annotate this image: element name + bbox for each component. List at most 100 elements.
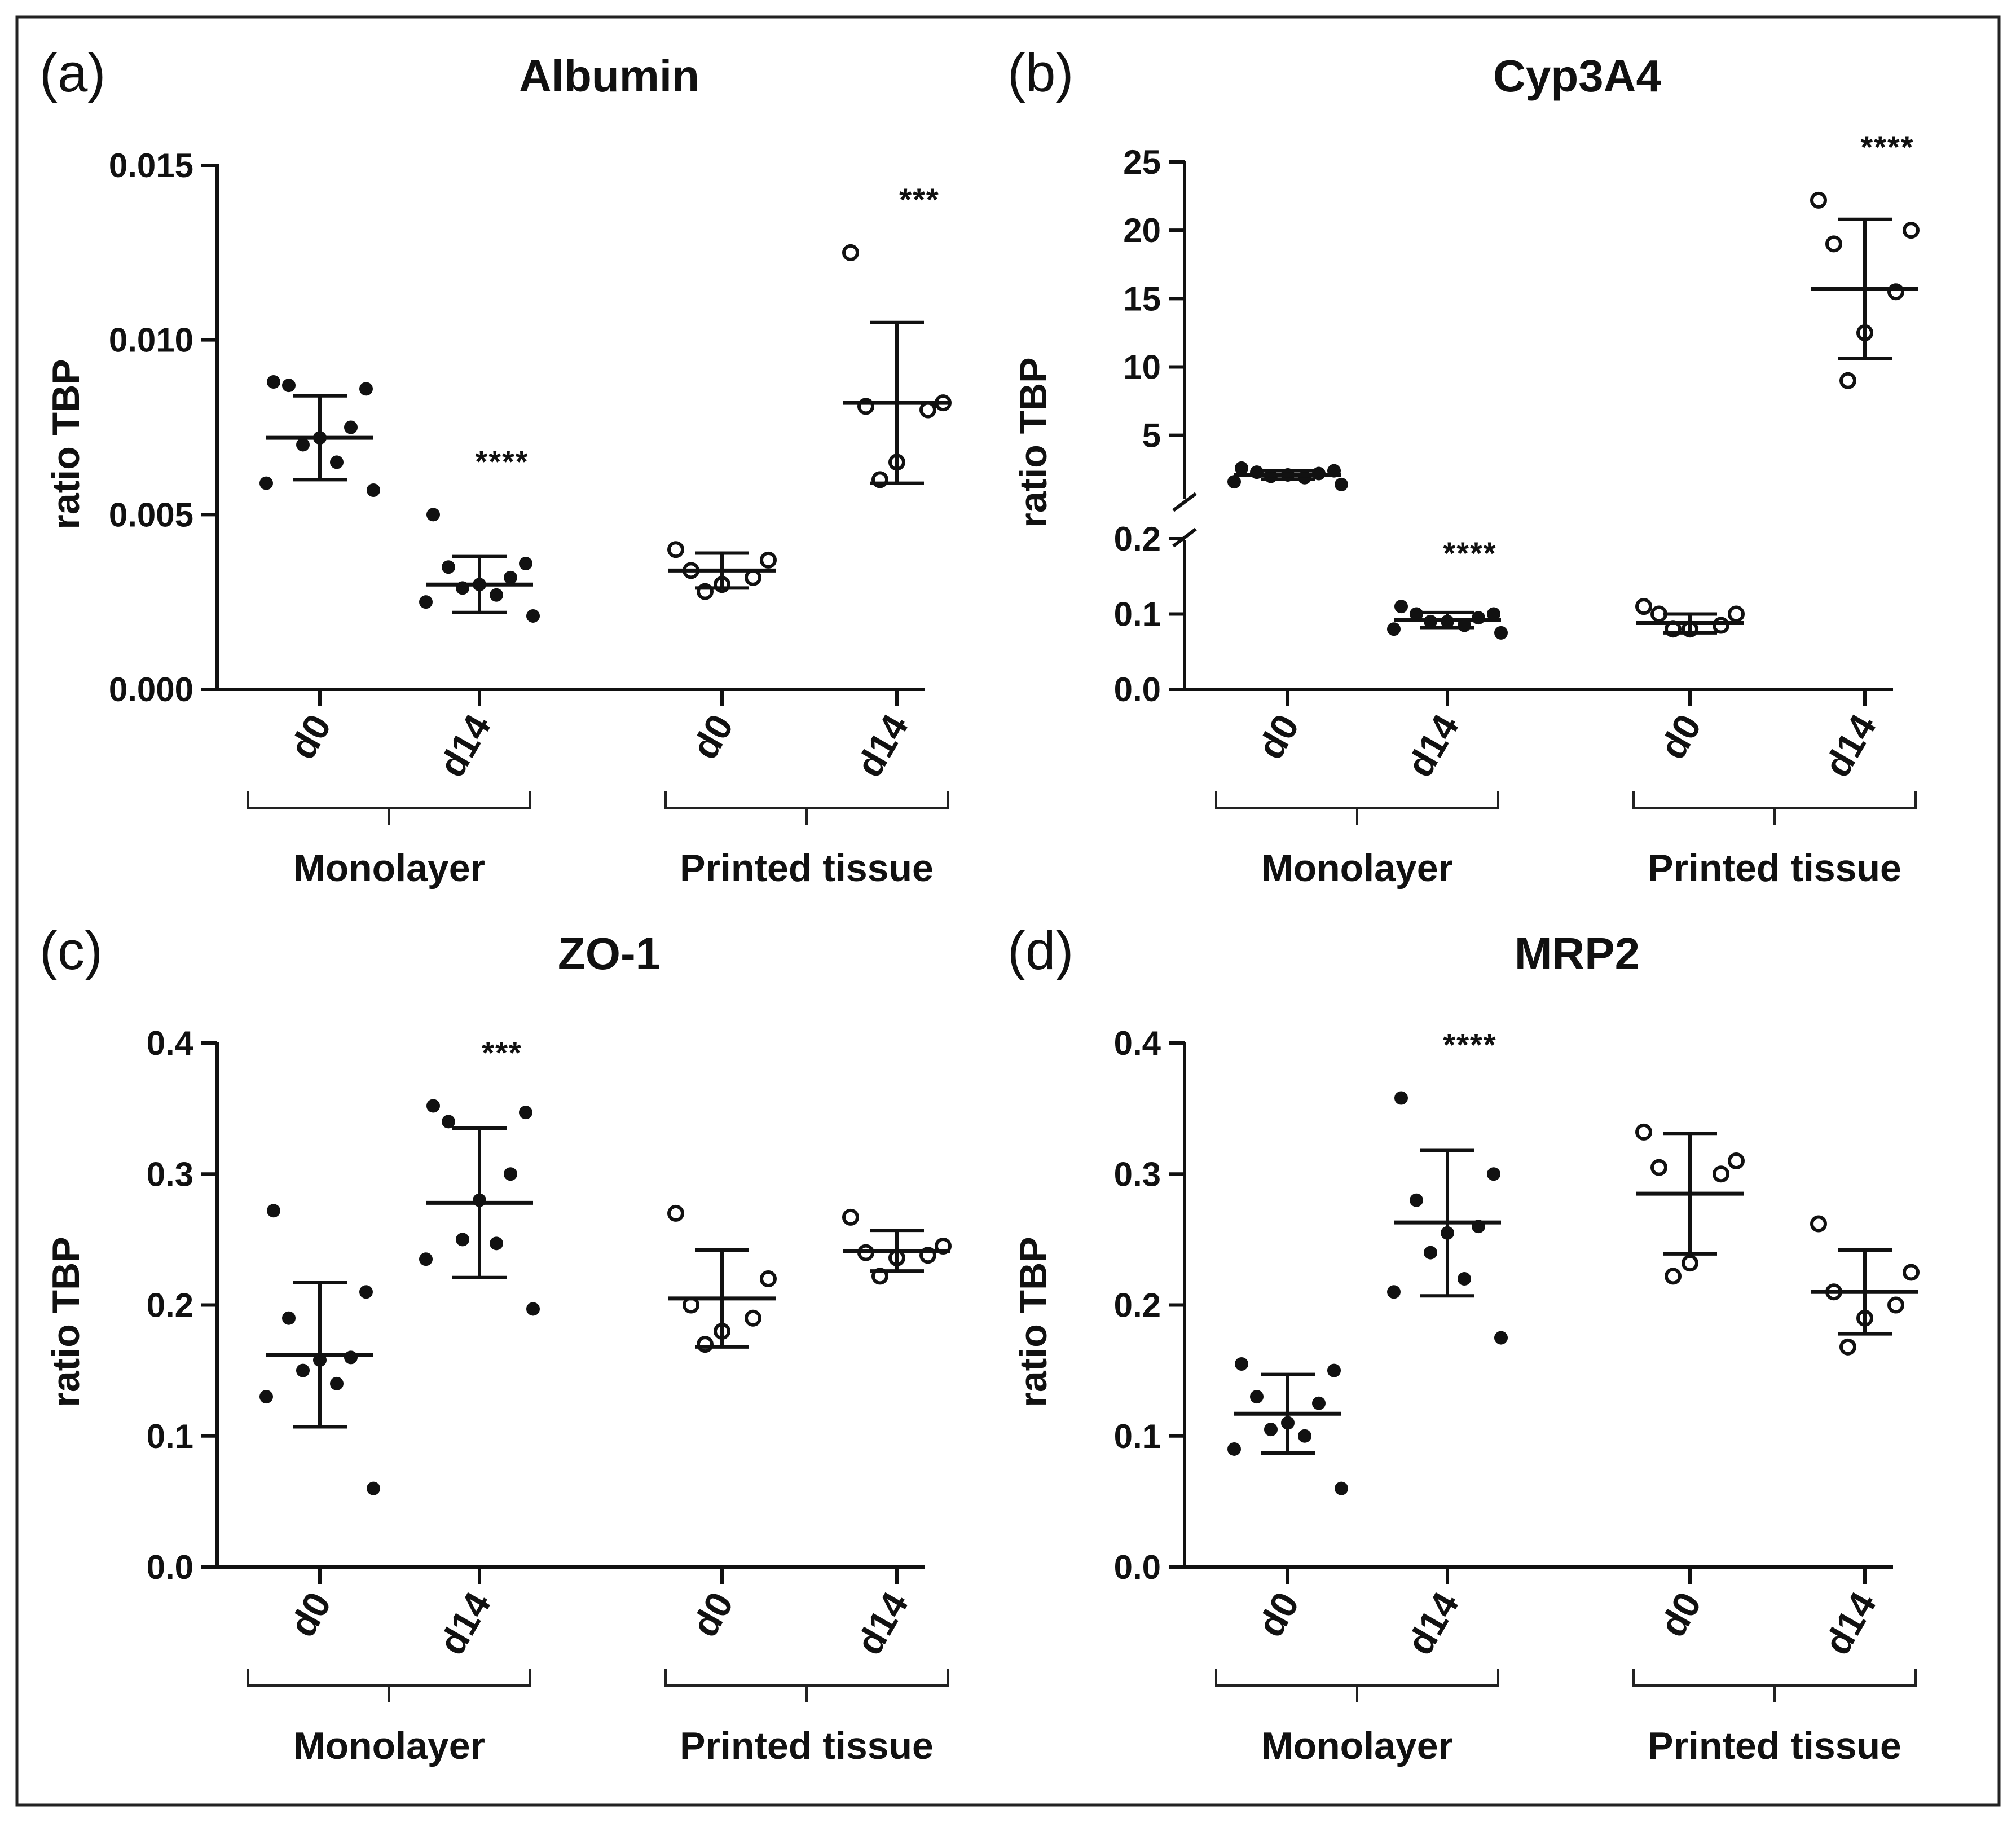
data-point — [1487, 1167, 1500, 1181]
significance-label: **** — [1443, 1027, 1496, 1063]
data-point — [296, 438, 310, 452]
series-albumin-0 — [259, 375, 380, 497]
series-mrp2-0 — [1227, 1357, 1348, 1495]
group-label: Printed tissue — [680, 847, 934, 890]
data-point — [1728, 605, 1745, 623]
series-zo1-3 — [842, 1208, 952, 1285]
chart-title: Cyp3A4 — [1493, 51, 1661, 101]
data-point — [760, 1270, 777, 1288]
y-tick-label: 0.2 — [1114, 520, 1161, 558]
group-label: Monolayer — [1261, 847, 1453, 890]
data-point — [1825, 235, 1842, 253]
data-point — [1635, 598, 1652, 615]
series-cyp3a4-0 — [1227, 461, 1348, 491]
group-label: Monolayer — [293, 1724, 485, 1767]
data-point — [1650, 1159, 1667, 1176]
data-point — [267, 375, 280, 389]
data-point — [456, 1233, 469, 1247]
y-axis-label: ratio TBP — [45, 359, 87, 529]
data-point — [267, 1204, 280, 1218]
data-point — [330, 1376, 344, 1390]
y-axis-label: ratio TBP — [1012, 1236, 1055, 1407]
data-point — [367, 1481, 380, 1495]
series-mrp2-1: **** — [1387, 1027, 1508, 1345]
group-label: Printed tissue — [680, 1724, 934, 1767]
significance-label: **** — [1443, 535, 1496, 571]
data-point — [842, 244, 859, 261]
data-point — [1424, 1246, 1437, 1260]
y-axis-label: ratio TBP — [45, 1236, 87, 1407]
group-label: Printed tissue — [1648, 847, 1901, 890]
y-tick-label: 0.4 — [147, 1024, 194, 1062]
data-point — [1713, 617, 1729, 634]
data-point — [1887, 283, 1904, 301]
series-cyp3a4-3: **** — [1810, 129, 1920, 389]
group-label: Monolayer — [1261, 1724, 1453, 1767]
y-tick-label: 15 — [1123, 280, 1161, 318]
data-point — [1335, 477, 1348, 491]
group-bracket — [247, 1669, 531, 1702]
chart-title: MRP2 — [1515, 928, 1640, 979]
data-point — [367, 483, 380, 497]
group-bracket — [1215, 791, 1499, 825]
y-tick-label: 0.3 — [147, 1155, 193, 1193]
series-zo1-2 — [667, 1204, 777, 1353]
data-point — [419, 595, 433, 609]
data-point — [1665, 1268, 1682, 1285]
y-tick-label: 0.015 — [109, 147, 193, 184]
y-tick-label: 0.0 — [147, 1548, 193, 1586]
data-point — [1810, 191, 1827, 209]
group-bracket — [247, 791, 531, 825]
figure-border — [15, 15, 2001, 1807]
chart-title: ZO-1 — [558, 928, 661, 979]
y-tick-label: 0.4 — [1114, 1024, 1161, 1062]
data-point — [1903, 1264, 1920, 1281]
data-point — [359, 382, 373, 396]
data-point — [259, 476, 273, 490]
y-tick-label: 0.0 — [1114, 671, 1161, 708]
data-point — [1839, 372, 1856, 389]
data-point — [1839, 1338, 1856, 1356]
data-point — [490, 1236, 503, 1251]
axis-break-mark — [1172, 492, 1197, 512]
series-albumin-3: *** — [842, 182, 952, 488]
y-tick-label: 25 — [1123, 143, 1161, 181]
significance-label: **** — [475, 443, 529, 479]
data-point — [1728, 1152, 1745, 1170]
series-cyp3a4-2 — [1635, 598, 1745, 638]
data-point — [1494, 626, 1508, 640]
data-point — [526, 1302, 540, 1316]
y-tick-label: 0.3 — [1114, 1155, 1161, 1193]
series-mrp2-3 — [1810, 1215, 1920, 1356]
significance-label: *** — [899, 182, 939, 217]
data-point — [504, 570, 517, 584]
data-point — [282, 379, 296, 393]
data-point — [1635, 1123, 1652, 1141]
y-tick-label: 0.000 — [109, 671, 193, 708]
data-point — [1235, 1357, 1248, 1371]
data-point — [1810, 1215, 1827, 1233]
data-point — [1312, 1396, 1326, 1410]
data-point — [745, 1309, 761, 1327]
data-point — [667, 541, 684, 558]
data-point — [519, 557, 532, 571]
data-point — [330, 455, 344, 469]
data-point — [1394, 600, 1408, 614]
data-point — [697, 1336, 714, 1353]
data-point — [1335, 1481, 1348, 1495]
data-point — [1487, 607, 1500, 621]
data-point — [1458, 1272, 1471, 1286]
series-zo1-1: *** — [419, 1035, 540, 1316]
y-tick-label: 0.010 — [109, 322, 193, 359]
y-tick-label: 10 — [1123, 349, 1161, 386]
data-point — [282, 1311, 296, 1325]
data-point — [442, 1115, 455, 1129]
data-point — [1903, 222, 1920, 239]
panel-letter: (b) — [1007, 43, 1073, 103]
data-point — [919, 401, 936, 419]
data-point — [745, 569, 761, 586]
data-point — [1227, 475, 1241, 489]
